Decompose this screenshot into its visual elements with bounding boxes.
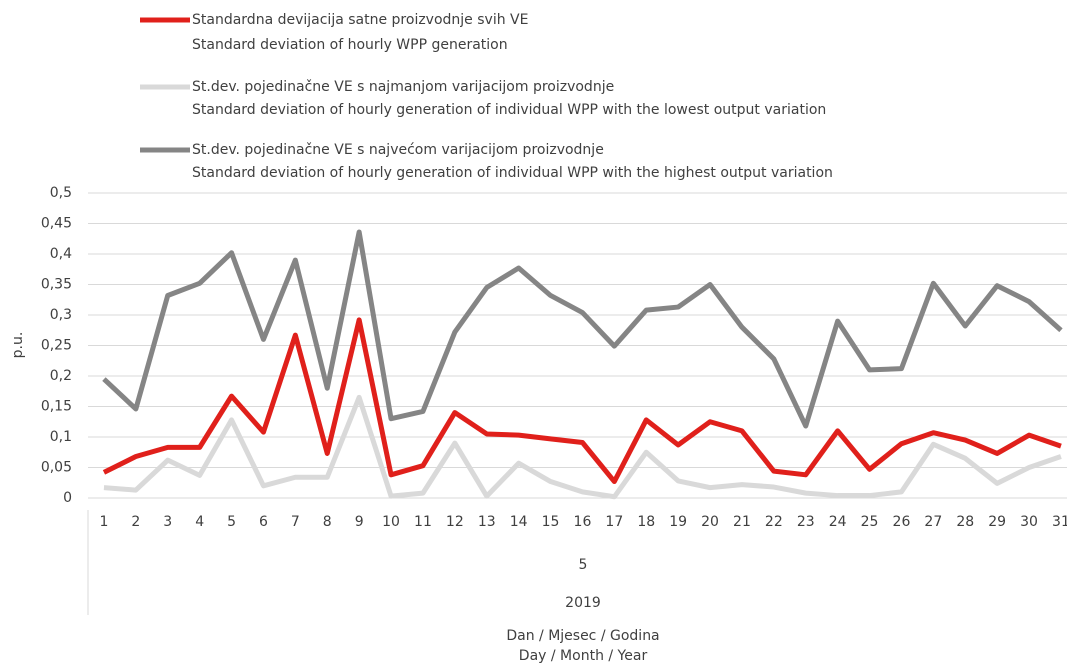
legend-label: St.dev. pojedinačne VE s najmanjom varij… xyxy=(192,79,614,95)
y-tick-label: 0,2 xyxy=(50,368,72,384)
series-line xyxy=(103,394,1062,500)
x-tick-label: 13 xyxy=(478,514,496,530)
y-axis-title: p.u. xyxy=(10,332,26,359)
y-tick-label: 0,25 xyxy=(41,338,72,354)
y-tick-label: 0,1 xyxy=(50,429,72,445)
x-tick-label: 9 xyxy=(355,514,364,530)
x-tick-label: 18 xyxy=(637,514,655,530)
series-line xyxy=(102,229,1063,429)
x-tick-label: 17 xyxy=(605,514,623,530)
series-line xyxy=(102,317,1062,485)
y-tick-label: 0,05 xyxy=(41,460,72,476)
x-tick-label: 14 xyxy=(510,514,528,530)
x-tick-label: 15 xyxy=(542,514,560,530)
x-tick-label: 19 xyxy=(669,514,687,530)
legend-label: Standardna devijacija satne proizvodnje … xyxy=(192,12,528,28)
x-tick-label: 4 xyxy=(195,514,204,530)
x-tick-label: 31 xyxy=(1052,514,1067,530)
x-tick-label: 20 xyxy=(701,514,719,530)
x-tick-label: 12 xyxy=(446,514,464,530)
x-tick-label: 3 xyxy=(163,514,172,530)
y-tick-label: 0,15 xyxy=(41,399,72,415)
y-tick-label: 0,35 xyxy=(41,277,72,293)
x-tick-label: 8 xyxy=(323,514,332,530)
legend-label: Standard deviation of hourly generation … xyxy=(192,165,833,181)
x-tick-label: 10 xyxy=(382,514,400,530)
y-tick-label: 0,45 xyxy=(41,216,72,232)
x-tick-label: 26 xyxy=(893,514,911,530)
y-tick-label: 0,3 xyxy=(50,307,72,323)
x-tick-label: 16 xyxy=(574,514,592,530)
x-tick-label: 25 xyxy=(861,514,879,530)
x-tick-label: 23 xyxy=(797,514,815,530)
y-tick-label: 0,4 xyxy=(50,246,72,262)
y-tick-label: 0 xyxy=(63,490,72,506)
x-tick-label: 30 xyxy=(1020,514,1038,530)
x-tick-label: 22 xyxy=(765,514,783,530)
x-tick-label: 1 xyxy=(99,514,108,530)
legend-label: Standard deviation of hourly generation … xyxy=(192,102,826,118)
x-tick-label: 21 xyxy=(733,514,751,530)
x-axis-title: Day / Month / Year xyxy=(519,648,648,664)
year-label: 2019 xyxy=(565,595,601,611)
y-tick-label: 0,5 xyxy=(50,185,72,201)
x-tick-label: 7 xyxy=(291,514,300,530)
legend-label: Standard deviation of hourly WPP generat… xyxy=(192,37,508,53)
x-tick-label: 28 xyxy=(956,514,974,530)
x-tick-label: 2 xyxy=(131,514,140,530)
x-axis-title: Dan / Mjesec / Godina xyxy=(506,628,659,644)
x-tick-label: 6 xyxy=(259,514,268,530)
x-tick-label: 27 xyxy=(924,514,942,530)
x-tick-label: 29 xyxy=(988,514,1006,530)
x-tick-label: 5 xyxy=(227,514,236,530)
x-tick-label: 24 xyxy=(829,514,847,530)
legend-label: St.dev. pojedinačne VE s najvećom varija… xyxy=(192,142,604,158)
month-label: 5 xyxy=(579,557,588,573)
x-tick-label: 11 xyxy=(414,514,432,530)
